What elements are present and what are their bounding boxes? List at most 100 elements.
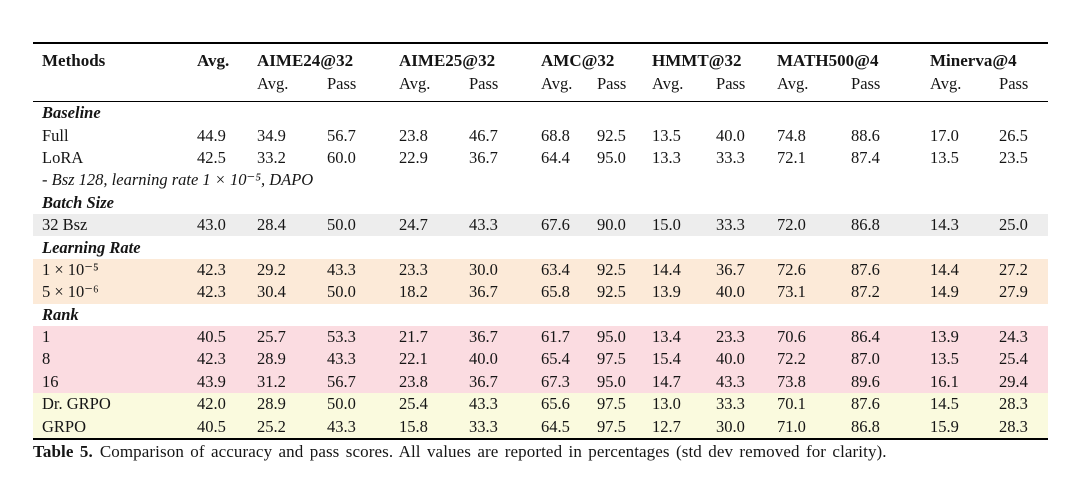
cell-value: 27.9 <box>990 281 1049 304</box>
cell-value: 36.7 <box>460 281 532 304</box>
cell-value: 14.7 <box>643 370 708 394</box>
cell-value: 33.3 <box>460 415 532 439</box>
row-label: Dr. GRPO <box>33 393 188 416</box>
data-row: LoRA 42.5 33.2 60.0 22.9 36.7 64.4 95.0 13.3 33.3… <box>33 147 1048 169</box>
cell-value: 65.6 <box>532 393 588 416</box>
cell-value: 25.7 <box>248 325 318 349</box>
subheader-pass: Pass <box>318 74 390 102</box>
section-label: Baseline <box>42 103 101 123</box>
cell-value: 33.3 <box>716 147 745 167</box>
cell-value: 88.6 <box>851 125 880 145</box>
cell-value: 43.3 <box>707 370 769 394</box>
cell-value: 15.0 <box>643 213 708 237</box>
cell-value: 28.9 <box>248 348 318 371</box>
cell-value: 30.0 <box>707 415 769 439</box>
cell-value: 43.3 <box>318 348 390 371</box>
cell-value: 95.0 <box>597 147 626 167</box>
cell-value: 92.5 <box>597 125 626 145</box>
cell-value: 24.7 <box>390 213 460 237</box>
data-row: 8 42.3 28.9 43.3 22.1 40.0 65.4 97.5 15.4 40.0 72.… <box>33 348 1049 371</box>
cell-value: 72.0 <box>768 213 843 237</box>
cell-value: 33.3 <box>707 393 769 416</box>
cell-value: 23.3 <box>390 258 460 282</box>
subheader-pass: Pass <box>707 74 769 102</box>
section-label: Rank <box>42 304 79 324</box>
cell-value: 53.3 <box>318 325 390 349</box>
cell-value: 50.0 <box>318 213 390 237</box>
data-row: 16 43.9 31.2 56.7 23.8 36.7 67.3 95.0 14.7 43.3 73… <box>33 370 1049 394</box>
cell-value: 65.4 <box>532 348 588 371</box>
cell-value: 15.9 <box>921 415 991 439</box>
cell-value: 33.2 <box>257 147 286 167</box>
cell-value: 28.3 <box>990 415 1049 439</box>
row-label: GRPO <box>33 415 188 439</box>
cell-value: 43.3 <box>318 415 390 439</box>
cell-value: 43.0 <box>188 213 248 237</box>
cell-value: 73.8 <box>768 370 843 394</box>
subheader-pass: Pass <box>588 74 644 102</box>
cell-value: 22.1 <box>390 348 460 371</box>
row-label: 32 Bsz <box>33 213 188 237</box>
cell-value: 23.8 <box>399 125 428 145</box>
cell-value: 40.0 <box>707 281 769 304</box>
cell-value: 23.8 <box>390 370 460 394</box>
cell-value: 21.7 <box>390 325 460 349</box>
subheader-avg: Avg. <box>921 74 991 102</box>
cell-value: 36.7 <box>469 147 498 167</box>
cell-value: 42.5 <box>197 147 226 167</box>
cell-value: 95.0 <box>588 370 644 394</box>
cell-value: 22.9 <box>399 147 428 167</box>
cell-value: 36.7 <box>707 258 769 282</box>
cell-value: 72.1 <box>777 147 806 167</box>
cell-value: 13.5 <box>930 147 959 167</box>
row-label: 5 × 10⁻⁶ <box>33 281 188 304</box>
subheader-avg: Avg. <box>768 74 843 102</box>
cell-value: 40.0 <box>460 348 532 371</box>
results-table: Methods Avg. AIME24@32 AIME25@32 AMC@32 HMMT@… <box>33 42 1049 440</box>
note-row: - Bsz 128, learning rate 1 × 10⁻⁵, DAPO <box>33 169 1048 191</box>
cell-value: 87.6 <box>842 393 922 416</box>
subheader-avg: Avg. <box>248 74 318 102</box>
row-label: 1 × 10⁻⁵ <box>33 258 188 282</box>
data-row: Dr. GRPO 42.0 28.9 50.0 25.4 43.3 65.6 97.5 13.0… <box>33 393 1049 416</box>
cell-value: 87.2 <box>842 281 922 304</box>
cell-value: 87.6 <box>842 258 922 282</box>
cell-value: 72.2 <box>768 348 843 371</box>
cell-value: 73.1 <box>768 281 843 304</box>
cell-value: 50.0 <box>318 393 390 416</box>
cell-value: 43.3 <box>460 393 532 416</box>
cell-value: 90.0 <box>588 213 644 237</box>
section-label: Learning Rate <box>42 237 141 257</box>
table-header: Methods Avg. AIME24@32 AIME25@32 AMC@32 HMMT@… <box>33 43 1049 102</box>
cell-value: 68.8 <box>541 125 570 145</box>
cell-value: 25.2 <box>248 415 318 439</box>
cell-value: 24.3 <box>990 325 1049 349</box>
cell-value: 30.4 <box>248 281 318 304</box>
cell-value: 89.6 <box>842 370 922 394</box>
section-row: Rank <box>33 304 1048 326</box>
cell-value: 33.3 <box>707 213 769 237</box>
cell-value: 25.4 <box>390 393 460 416</box>
cell-value: 25.0 <box>990 213 1049 237</box>
cell-value: 86.8 <box>842 213 922 237</box>
row-label: LoRA <box>42 147 84 167</box>
section-row: Batch Size <box>33 192 1048 214</box>
group-header-amc-32: AMC@32 <box>541 50 615 70</box>
data-row: 1 × 10⁻⁵ 42.3 29.2 43.3 23.3 30.0 63.4 92.5 14.4… <box>33 258 1049 282</box>
section-row: Baseline <box>33 102 1048 125</box>
cell-value: 15.4 <box>643 348 708 371</box>
data-row: Full 44.9 34.9 56.7 23.8 46.7 68.8 92.5 13.5 40.0… <box>33 124 1048 146</box>
group-header-aime25-32: AIME25@32 <box>399 50 496 70</box>
cell-value: 29.4 <box>990 370 1049 394</box>
cell-value: 28.4 <box>248 213 318 237</box>
data-row: GRPO 40.5 25.2 43.3 15.8 33.3 64.5 97.5 12.7 30.0… <box>33 415 1049 439</box>
cell-value: 13.5 <box>652 125 681 145</box>
cell-value: 27.2 <box>990 258 1049 282</box>
cell-value: 70.1 <box>768 393 843 416</box>
cell-value: 42.3 <box>188 281 248 304</box>
cell-value: 64.5 <box>532 415 588 439</box>
overall-avg-spacer <box>188 74 248 102</box>
cell-value: 14.9 <box>921 281 991 304</box>
cell-value: 13.9 <box>921 325 991 349</box>
